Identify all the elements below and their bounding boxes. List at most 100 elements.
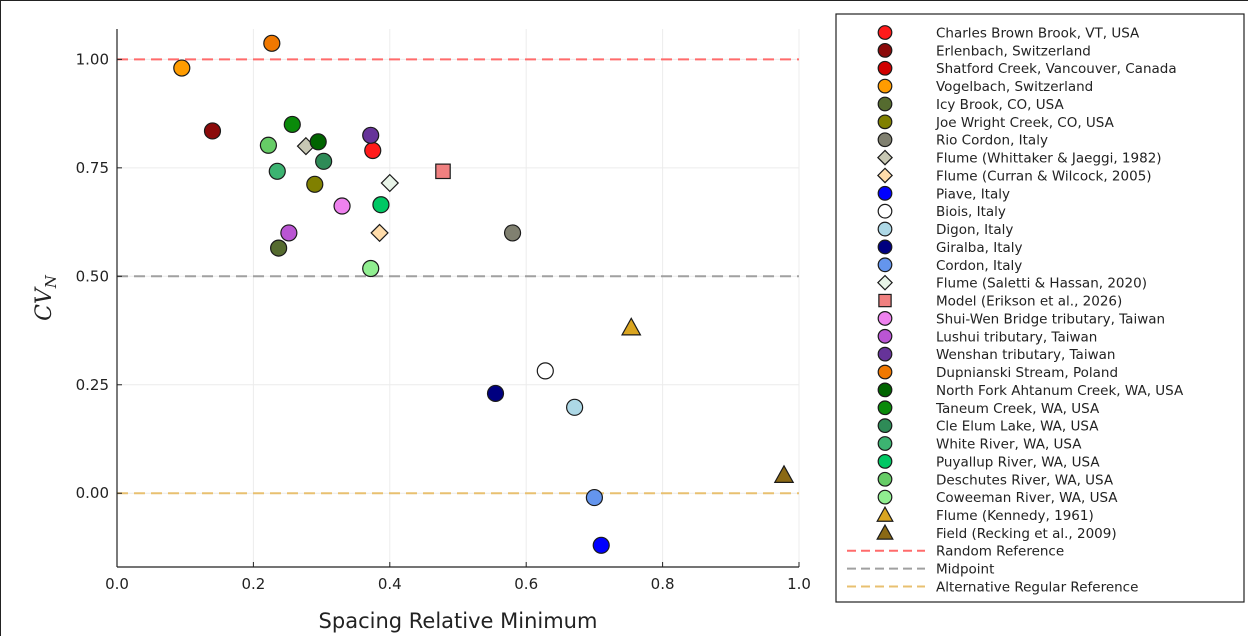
- legend-marker: [877, 132, 893, 148]
- legend-marker: [877, 167, 893, 184]
- legend-marker: [877, 274, 893, 291]
- legend-label: Joe Wright Creek, CO, USA: [935, 115, 1115, 131]
- data-point: [309, 133, 327, 151]
- grid: [116, 29, 800, 567]
- legend-label: Puyallup River, WA, USA: [936, 454, 1100, 470]
- legend-label: Flume (Saletti & Hassan, 2020): [936, 276, 1147, 292]
- y-axis-title-sub: N: [42, 274, 60, 289]
- data-point: [370, 223, 389, 243]
- data-point: [270, 239, 288, 257]
- y-tick-label: 0.50: [76, 267, 109, 285]
- legend-label: Charles Brown Brook, VT, USA: [936, 26, 1140, 42]
- legend-label: Random Reference: [936, 544, 1064, 560]
- legend-label: North Fork Ahtanum Creek, WA, USA: [936, 383, 1184, 399]
- data-point: [372, 196, 390, 214]
- data-point: [268, 162, 286, 180]
- data-point: [283, 115, 301, 134]
- y-axis-title-main: CV: [32, 286, 57, 321]
- legend-marker: [877, 489, 893, 505]
- svg-text:CVN: CVN: [32, 274, 60, 321]
- data-point: [315, 152, 333, 170]
- legend-marker: [877, 25, 893, 40]
- legend-marker: [877, 78, 893, 94]
- data-point: [621, 317, 642, 336]
- x-tick-label: 0.0: [105, 575, 129, 593]
- legend-marker: [877, 42, 893, 58]
- data-point: [333, 197, 351, 215]
- legend-label: Cordon, Italy: [936, 258, 1022, 274]
- legend-label: Model (Erikson et al., 2026): [936, 294, 1122, 310]
- legend-label: Alternative Regular Reference: [936, 579, 1138, 595]
- legend-marker: [877, 453, 893, 469]
- legend-marker: [877, 221, 893, 237]
- data-point: [503, 224, 522, 242]
- legend-label: Icy Brook, CO, USA: [936, 97, 1064, 113]
- legend-marker: [877, 400, 893, 416]
- legend-marker: [877, 364, 893, 380]
- data-point: [362, 259, 380, 278]
- legend-marker: [877, 471, 893, 487]
- legend-label: Deschutes River, WA, USA: [936, 472, 1114, 488]
- data-point: [380, 173, 400, 193]
- y-tick-label: 0.00: [76, 484, 109, 502]
- data-point: [280, 224, 298, 242]
- legend-marker: [877, 382, 893, 398]
- data-point: [773, 464, 795, 483]
- data-point: [364, 141, 382, 160]
- x-tick-label: 0.6: [514, 575, 538, 593]
- data-point: [486, 384, 505, 403]
- legend-marker: [877, 149, 893, 166]
- data-point: [566, 398, 584, 416]
- legend-label: Flume (Whittaker & Jaeggi, 1982): [936, 151, 1162, 167]
- legend-marker: [877, 185, 893, 201]
- legend-marker: [877, 418, 893, 434]
- axes: [116, 29, 799, 568]
- data-points: [173, 34, 795, 554]
- x-axis-title: Spacing Relative Minimum: [319, 609, 598, 633]
- legend-label: Taneum Creek, WA, USA: [935, 401, 1100, 417]
- data-point: [435, 163, 451, 180]
- legend-label: Flume (Curran & Wilcock, 2005): [936, 168, 1152, 184]
- legend-label: Coweeman River, WA, USA: [936, 490, 1118, 506]
- legend-marker: [877, 328, 893, 344]
- data-point: [203, 122, 222, 140]
- legend-label: Field (Recking et al., 2009): [936, 526, 1117, 542]
- y-tick-label: 0.25: [76, 376, 109, 394]
- legend-marker: [876, 505, 894, 522]
- legend-marker: [877, 60, 893, 76]
- y-axis-title: CVN: [32, 274, 60, 321]
- data-point: [263, 34, 281, 52]
- legend-label: Flume (Kennedy, 1961): [936, 508, 1094, 524]
- legend-label: Lushui tributary, Taiwan: [936, 329, 1097, 345]
- y-tick-label: 1.00: [76, 50, 109, 68]
- y-tick-label: 0.75: [76, 159, 109, 177]
- legend-label: Giralba, Italy: [936, 240, 1023, 256]
- legend-marker: [877, 311, 893, 326]
- legend-marker: [877, 203, 893, 219]
- legend-label: Dupnianski Stream, Poland: [936, 365, 1118, 381]
- reference-lines: [117, 58, 799, 495]
- legend-label: Shatford Creek, Vancouver, Canada: [936, 61, 1177, 77]
- data-point: [259, 136, 278, 154]
- legend-label: Rio Cordon, Italy: [936, 133, 1048, 149]
- data-point: [173, 59, 191, 77]
- legend-label: Cle Elum Lake, WA, USA: [936, 419, 1099, 435]
- tick-labels: 0.0 0.2 0.4 0.6 0.8 1.0 0.00 0.25 0.50 0.75 1.00: [76, 50, 811, 593]
- legend-label: Wenshan tributary, Taiwan: [936, 347, 1115, 363]
- legend-label: Midpoint: [936, 562, 994, 578]
- x-tick-label: 0.2: [241, 575, 265, 593]
- data-point: [585, 488, 604, 507]
- legend-box: [835, 13, 1245, 603]
- data-point: [362, 126, 380, 144]
- x-tick-label: 1.0: [787, 575, 811, 593]
- legend-label: Shui-Wen Bridge tributary, Taiwan: [936, 311, 1165, 327]
- legend-marker: [876, 523, 894, 540]
- legend-marker: [877, 96, 893, 112]
- legend-marker: [877, 114, 893, 130]
- legend-marker: [877, 257, 893, 273]
- data-point: [592, 536, 610, 554]
- legend-marker: [878, 293, 892, 308]
